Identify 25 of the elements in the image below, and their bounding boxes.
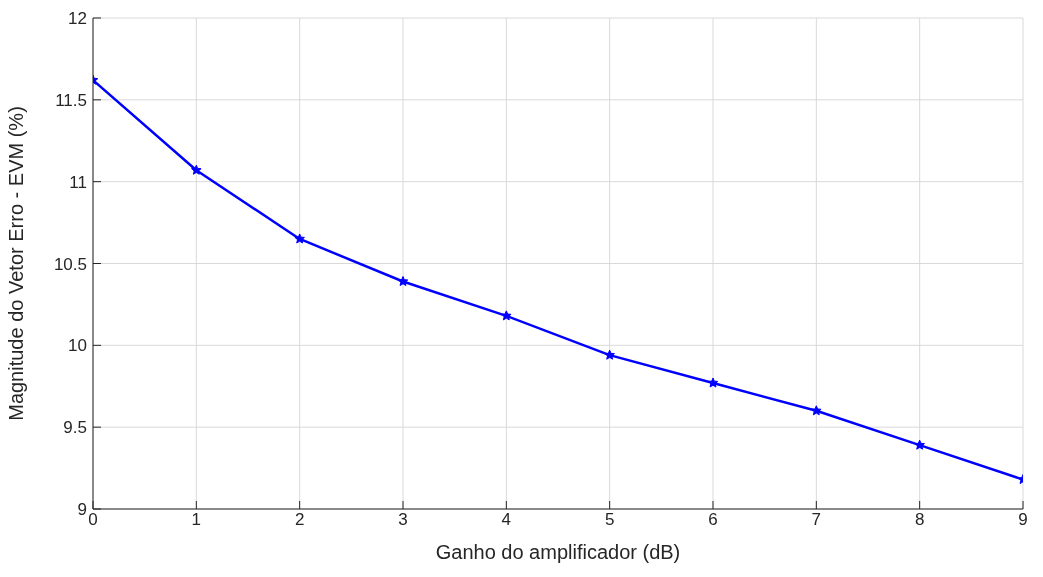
y-tick-label: 11.5: [55, 90, 87, 110]
y-tick-label: 11: [69, 172, 87, 192]
x-tick-label: 3: [398, 510, 408, 530]
point: [501, 310, 512, 321]
x-tick-label: 6: [708, 510, 718, 530]
y-tick-label: 12: [68, 9, 87, 29]
point: [604, 349, 615, 360]
point: [914, 439, 925, 450]
x-tick-label: 7: [811, 510, 822, 530]
y-tick-label: 10.5: [53, 254, 87, 274]
point: [191, 164, 202, 175]
y-axis-title: Magnitude do Vetor Erro - EVM (%): [5, 106, 28, 421]
x-tick-label: 8: [914, 510, 925, 530]
x-tick-label: 1: [191, 510, 202, 530]
y-tick-label: 10: [68, 336, 87, 356]
x-tick-label: 9: [1018, 510, 1028, 530]
x-axis-title: Ganho do amplificador (dB): [435, 541, 681, 563]
point: [811, 405, 822, 416]
point: [707, 377, 719, 388]
point: [294, 233, 305, 244]
x-tick-label: 5: [604, 510, 615, 530]
x-tick-label: 4: [501, 510, 512, 530]
x-tick-label: 2: [294, 510, 305, 530]
y-tick-label: 9.5: [63, 418, 87, 438]
x-tick-label: 0: [88, 510, 98, 530]
